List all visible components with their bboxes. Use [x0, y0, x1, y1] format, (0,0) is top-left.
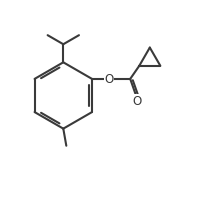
Text: O: O	[132, 95, 141, 108]
Text: O: O	[104, 73, 113, 86]
